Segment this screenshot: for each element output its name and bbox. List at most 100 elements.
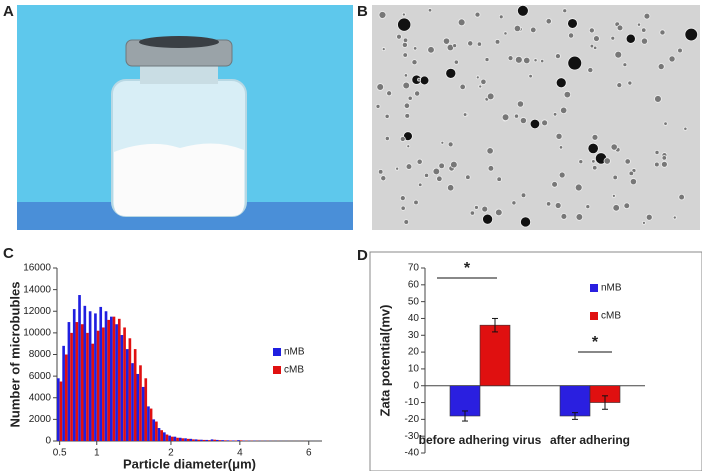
bar <box>125 349 129 441</box>
vial-cap-top <box>139 36 219 48</box>
bubble <box>513 113 520 119</box>
bubble <box>480 78 487 85</box>
legend-swatch <box>590 284 598 292</box>
bubble <box>403 102 411 109</box>
bubble <box>567 18 578 29</box>
bubble <box>663 121 668 126</box>
bubble <box>486 92 495 101</box>
bubble <box>404 113 411 119</box>
bubble <box>672 215 677 220</box>
bar <box>170 436 174 441</box>
bar <box>237 440 240 441</box>
bubble <box>406 144 411 149</box>
bubble <box>684 27 699 42</box>
y-tick-label: 30 <box>408 330 420 341</box>
x-tick-label: 0.5 <box>53 448 67 459</box>
bar <box>173 436 177 441</box>
bubble <box>587 142 599 155</box>
bubble <box>677 47 683 54</box>
bubble <box>659 29 666 36</box>
bubble <box>401 12 406 17</box>
bubble <box>487 165 495 172</box>
bar <box>239 440 243 441</box>
bar <box>479 324 511 387</box>
bubble <box>657 63 665 71</box>
bubble <box>386 90 393 97</box>
bar <box>104 311 108 441</box>
y-tick-label: 50 <box>408 296 420 307</box>
bubble <box>533 58 538 63</box>
bubble <box>384 113 390 119</box>
bubble <box>624 158 631 165</box>
bubble <box>555 77 567 89</box>
bubble <box>440 140 445 145</box>
bar <box>194 439 198 441</box>
bubble <box>476 41 483 47</box>
bubble <box>643 12 651 20</box>
bubble <box>654 161 660 168</box>
bubble <box>545 18 552 25</box>
bar <box>120 335 124 441</box>
bubble <box>585 204 591 210</box>
bubble <box>591 133 599 141</box>
bubble <box>413 46 418 51</box>
bubble <box>452 43 458 48</box>
bubble <box>438 162 445 170</box>
bubble <box>400 205 406 211</box>
error-bar <box>572 412 578 420</box>
bar <box>186 438 190 441</box>
bubble <box>529 118 541 130</box>
bubble <box>459 83 466 91</box>
micrograph-dots <box>375 4 699 228</box>
bubble <box>375 103 381 109</box>
bubble <box>593 45 598 50</box>
bubble <box>616 82 623 89</box>
bar <box>86 332 89 441</box>
bubble <box>588 27 595 34</box>
bubble <box>402 81 411 90</box>
bar <box>202 439 206 441</box>
bubble <box>381 47 386 52</box>
y-tick-label: 70 <box>408 263 420 274</box>
bubble <box>469 210 476 216</box>
bubble <box>413 199 419 206</box>
bubble <box>376 83 385 91</box>
bubble <box>378 11 387 19</box>
bubble <box>397 17 412 32</box>
bar <box>200 439 203 441</box>
panel-label: B <box>357 3 368 20</box>
panel-label: C <box>3 245 14 262</box>
bubble <box>396 33 402 40</box>
bar <box>559 385 591 417</box>
bar <box>57 378 60 441</box>
bubble <box>560 106 568 115</box>
y-tick-label: 0 <box>45 436 51 447</box>
bar <box>72 309 76 441</box>
bubble <box>592 165 598 171</box>
bubble <box>380 175 387 182</box>
bar <box>181 438 185 441</box>
x-tick-label: 1 <box>94 448 100 459</box>
bar <box>192 439 195 441</box>
bubble <box>614 50 623 59</box>
bubble <box>482 213 494 225</box>
bar <box>141 386 145 441</box>
x-tick-label: 2 <box>168 448 174 459</box>
bar <box>213 439 216 441</box>
bubble <box>591 159 596 164</box>
bubble <box>446 184 455 192</box>
bubble <box>554 53 561 60</box>
bar <box>165 434 169 441</box>
bubble <box>530 26 537 34</box>
bubble <box>519 117 527 125</box>
bubble <box>496 176 502 182</box>
bar <box>221 440 224 441</box>
bubble <box>399 136 406 142</box>
bubble <box>384 135 390 141</box>
y-tick-label: 40 <box>408 313 420 324</box>
x-tick-label: 6 <box>306 448 312 459</box>
bubble <box>589 43 595 49</box>
bar <box>67 322 71 441</box>
bar <box>231 440 235 441</box>
